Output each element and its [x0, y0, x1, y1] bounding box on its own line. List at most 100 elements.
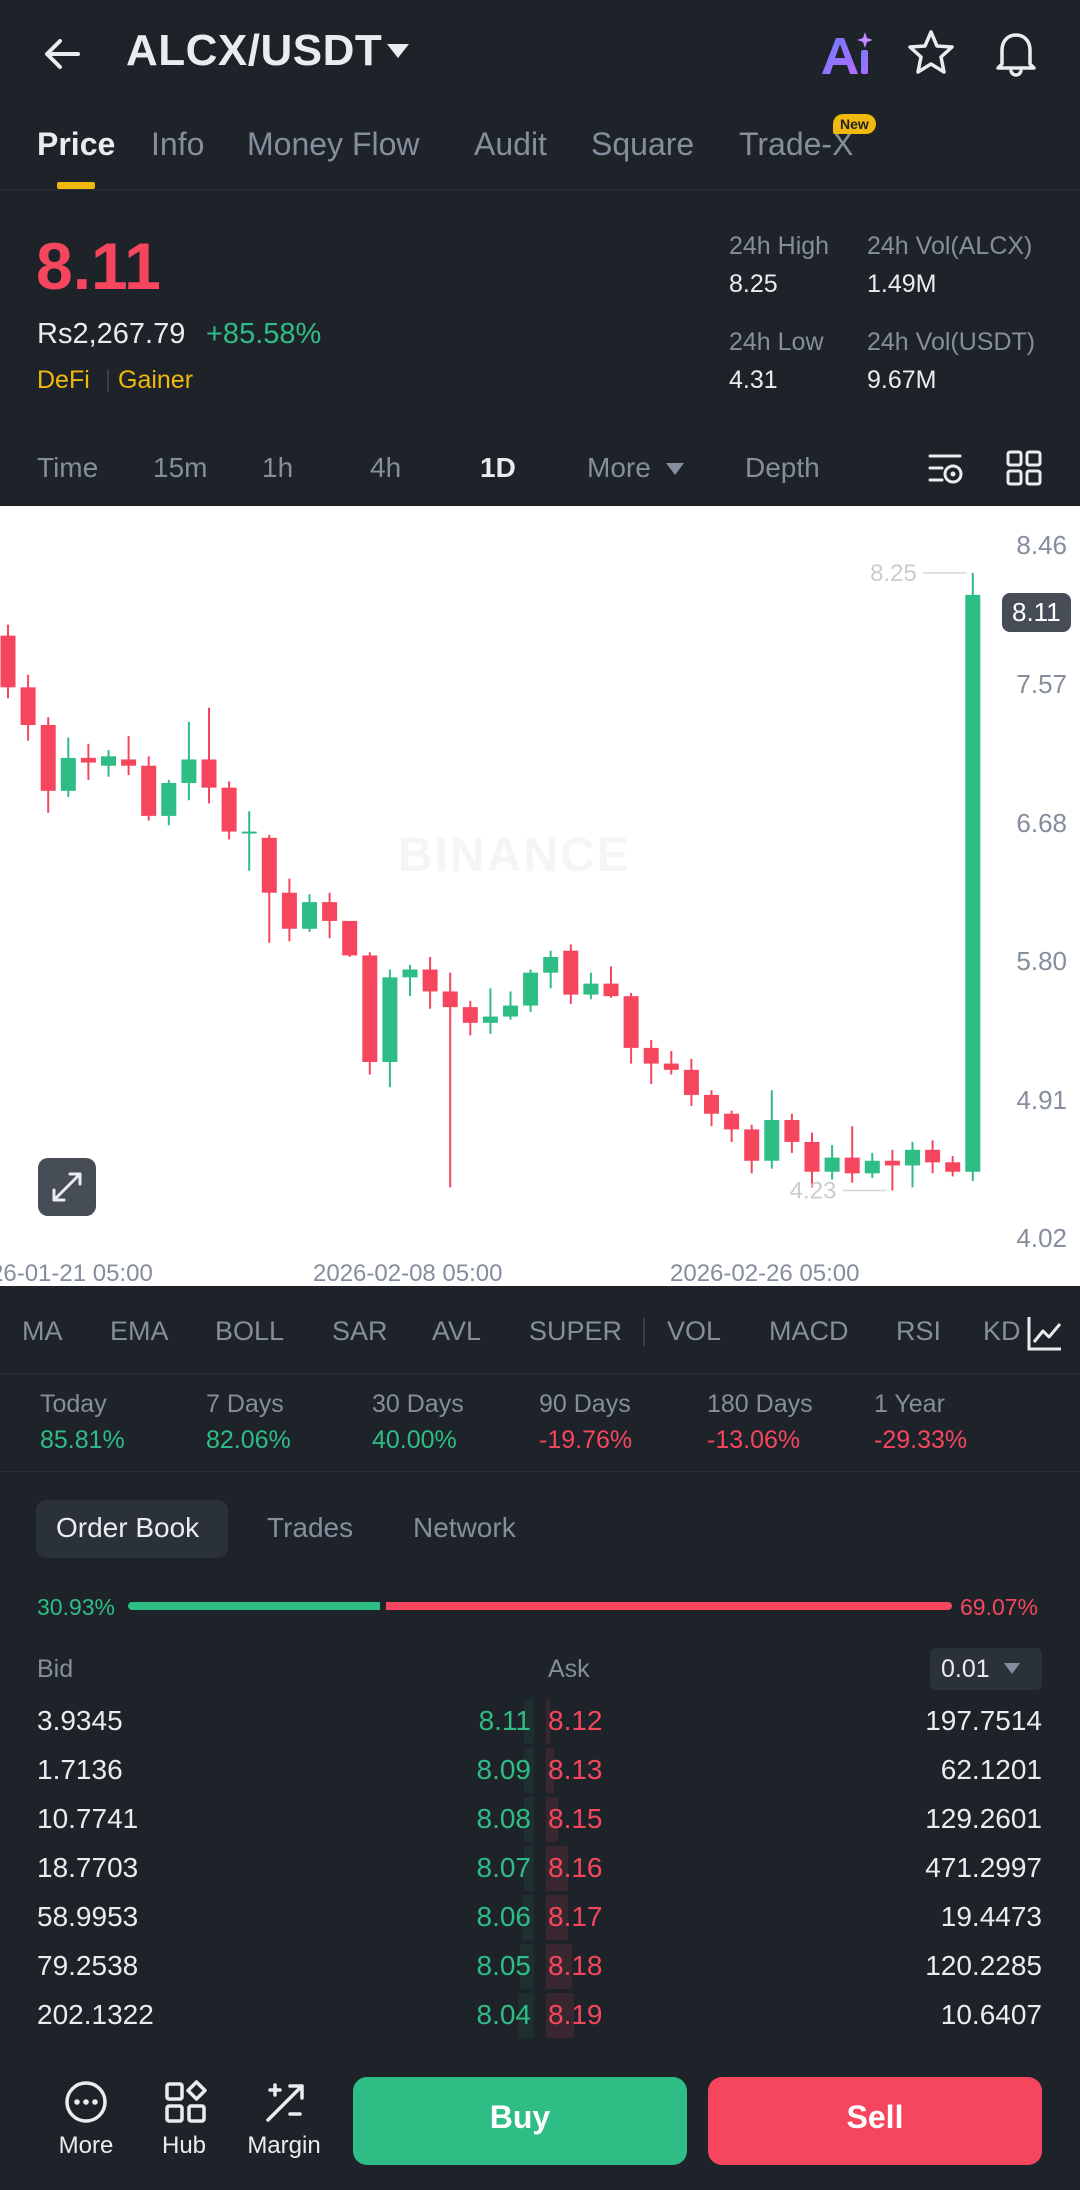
- active-tab-indicator: [57, 182, 95, 189]
- tab-order-book[interactable]: [36, 1500, 228, 1558]
- candle: [844, 1126, 860, 1183]
- tab-square[interactable]: Square: [591, 126, 695, 162]
- ai-icon[interactable]: [818, 30, 874, 78]
- candle-body: [563, 950, 579, 995]
- more-label[interactable]: More: [58, 2132, 114, 2159]
- chevron-down-icon[interactable]: [385, 40, 411, 62]
- candle: [422, 956, 438, 1009]
- tab-money-flow[interactable]: Money Flow: [247, 126, 420, 162]
- candle-body: [965, 594, 981, 1172]
- candle: [221, 781, 237, 840]
- interval-15m[interactable]: 15m: [153, 452, 208, 483]
- tab-info[interactable]: Info: [151, 126, 205, 162]
- tab-trades[interactable]: Trades: [267, 1512, 354, 1543]
- last-price-tag: 8.11: [1002, 593, 1071, 632]
- perf-value: -29.33%: [874, 1426, 968, 1454]
- margin-label[interactable]: Margin: [247, 2132, 321, 2159]
- order-book-row[interactable]: 79.2538 8.05 8.18 120.2285: [0, 1942, 1080, 1991]
- interval-depth[interactable]: Depth: [745, 452, 820, 483]
- tag-divider: [107, 370, 109, 392]
- candle: [101, 750, 116, 777]
- candle-body: [322, 902, 338, 921]
- x-axis-tick: 2026-02-08 05:00: [313, 1260, 503, 1287]
- tab-price[interactable]: Price: [37, 126, 116, 162]
- candle-body: [724, 1113, 740, 1130]
- candle: [623, 993, 639, 1064]
- order-book-row[interactable]: 58.9953 8.06 8.17 19.4473: [0, 1893, 1080, 1942]
- tab-network[interactable]: Network: [413, 1512, 516, 1543]
- bell-icon[interactable]: [990, 26, 1042, 78]
- ask-depth-bar: [546, 1944, 572, 1989]
- sell-button[interactable]: [708, 2077, 1042, 2165]
- bid-depth-bar: [524, 1797, 534, 1842]
- indicator-settings-icon[interactable]: [1026, 1314, 1064, 1352]
- chart-settings-icon[interactable]: [926, 448, 966, 488]
- bid-quantity: 1.7136: [37, 1754, 123, 1785]
- interval-1h[interactable]: 1h: [262, 452, 294, 483]
- interval-4h[interactable]: 4h: [370, 452, 402, 483]
- tag-gainer[interactable]: Gainer: [118, 366, 194, 394]
- price-chart[interactable]: BINANCE 8.25 4.23 8.46 7.57 6.68 5.80 4.9…: [0, 506, 1080, 1287]
- indicator-avl[interactable]: AVL: [432, 1316, 482, 1346]
- buy-button-label[interactable]: Buy: [489, 2099, 551, 2135]
- candle: [161, 779, 177, 826]
- interval-1d[interactable]: 1D: [480, 452, 516, 483]
- candle-body: [362, 955, 378, 1062]
- precision-value[interactable]: 0.01: [941, 1655, 990, 1683]
- indicator-super[interactable]: SUPER: [529, 1316, 623, 1346]
- ask-price: 8.13: [548, 1754, 603, 1785]
- indicator-boll[interactable]: BOLL: [215, 1316, 285, 1346]
- sell-button-label[interactable]: Sell: [846, 2099, 904, 2135]
- indicator-macd[interactable]: MACD: [769, 1316, 849, 1346]
- indicator-vol[interactable]: VOL: [667, 1316, 722, 1346]
- candle: [382, 969, 398, 1088]
- candle-body: [442, 991, 458, 1008]
- candlestick-plot: 8.25 4.23: [0, 560, 981, 1205]
- bid-quantity: 202.1322: [37, 1999, 154, 2030]
- high-marker-label: 8.25: [870, 560, 917, 587]
- star-icon[interactable]: [906, 28, 956, 78]
- ask-quantity: 19.4473: [940, 1901, 1042, 1932]
- order-book-row[interactable]: 10.7741 8.08 8.15 129.2601: [0, 1795, 1080, 1844]
- stat-low-value: 4.31: [729, 366, 778, 394]
- candle-body: [201, 759, 217, 788]
- order-book-row[interactable]: 1.7136 8.09 8.13 62.1201: [0, 1746, 1080, 1795]
- interval-time[interactable]: Time: [37, 452, 99, 483]
- order-book-row[interactable]: 18.7703 8.07 8.16 471.2997: [0, 1844, 1080, 1893]
- ask-price: 8.19: [548, 1999, 603, 2030]
- tag-defi[interactable]: DeFi: [37, 366, 90, 394]
- candle-body: [181, 759, 197, 783]
- low-marker-label: 4.23: [790, 1178, 837, 1205]
- indicator-kd[interactable]: KD: [983, 1316, 1021, 1346]
- perf-label: 30 Days: [372, 1390, 464, 1418]
- interval-more[interactable]: More: [587, 452, 651, 483]
- hub-label[interactable]: Hub: [161, 2132, 207, 2159]
- back-arrow-icon[interactable]: [38, 30, 86, 78]
- indicator-ma[interactable]: MA: [22, 1316, 63, 1346]
- order-book-row[interactable]: 3.9345 8.11 8.12 197.7514: [0, 1697, 1080, 1746]
- fullscreen-button[interactable]: [38, 1158, 96, 1216]
- indicator-sar[interactable]: SAR: [332, 1316, 388, 1346]
- bid-depth-bar: [524, 1846, 534, 1891]
- buy-button[interactable]: [353, 2077, 687, 2165]
- margin-button[interactable]: [240, 2080, 330, 2170]
- precision-dropdown[interactable]: [930, 1648, 1042, 1690]
- indicator-rsi[interactable]: RSI: [896, 1316, 942, 1346]
- candle-body: [0, 635, 16, 688]
- performance-row: Today 85.81% 7 Days 82.06% 30 Days 40.00…: [0, 1376, 1080, 1472]
- layout-grid-icon[interactable]: [1004, 448, 1044, 488]
- candle-body: [623, 996, 639, 1048]
- tab-audit[interactable]: Audit: [474, 126, 547, 162]
- indicator-ema[interactable]: EMA: [110, 1316, 169, 1346]
- candle-body: [583, 983, 599, 995]
- section-tabs: Price Info Money Flow Audit Square Trade…: [0, 118, 1080, 190]
- chevron-down-icon[interactable]: [666, 463, 684, 475]
- chevron-down-icon[interactable]: [1004, 1663, 1020, 1674]
- order-book-row[interactable]: 202.1322 8.04 8.19 10.6407: [0, 1991, 1080, 2040]
- tab-order-book-label[interactable]: Order Book: [56, 1512, 200, 1543]
- hub-button[interactable]: [140, 2080, 230, 2170]
- pair-title[interactable]: ALCX/USDT: [126, 26, 383, 75]
- more-button[interactable]: [40, 2080, 130, 2170]
- perf-label: 180 Days: [707, 1390, 813, 1418]
- ask-quantity: 120.2285: [925, 1950, 1042, 1981]
